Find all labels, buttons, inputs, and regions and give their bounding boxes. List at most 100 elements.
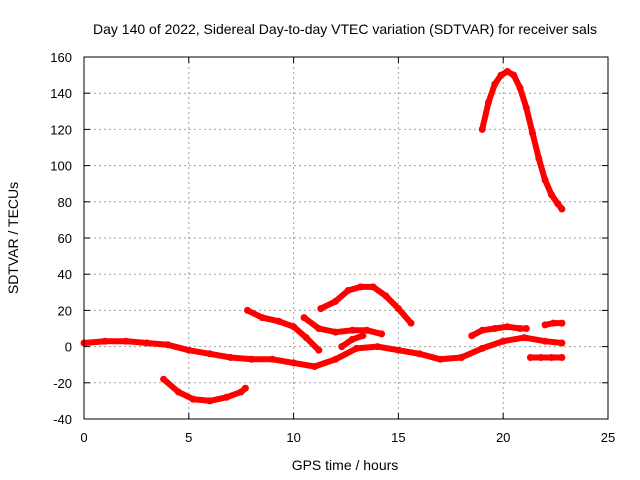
y-tick-label: 20 — [58, 303, 72, 318]
data-point — [529, 129, 536, 137]
data-series — [80, 68, 566, 405]
data-point — [407, 319, 415, 327]
data-point — [394, 305, 402, 313]
x-axis-label: GPS time / hours — [292, 457, 399, 473]
data-point — [227, 354, 235, 361]
y-axis-label: SDTVAR / TECUs — [5, 182, 21, 294]
data-point — [478, 326, 486, 334]
data-point — [522, 325, 530, 332]
data-point — [269, 355, 277, 363]
data-point — [244, 306, 251, 314]
data-point — [522, 104, 530, 112]
data-point — [315, 325, 323, 332]
data-point — [541, 176, 549, 184]
series-main — [81, 334, 565, 370]
y-tick-label: 60 — [58, 231, 72, 246]
y-axis-ticks: -40 -20 0 20 40 60 80 100 120 140 160 — [50, 50, 608, 427]
data-point — [516, 325, 524, 332]
data-point — [558, 354, 566, 361]
data-point — [348, 335, 356, 343]
data-point — [344, 287, 352, 294]
data-point — [189, 395, 197, 403]
data-point — [541, 337, 549, 345]
data-point — [503, 68, 511, 75]
data-point — [363, 326, 371, 334]
data-point — [290, 359, 298, 367]
x-tick-label: 5 — [185, 430, 192, 445]
y-tick-label: 160 — [50, 50, 72, 65]
data-point — [547, 191, 555, 199]
data-point — [558, 319, 566, 327]
data-point — [143, 339, 151, 347]
data-point — [369, 283, 377, 291]
series-peak — [479, 68, 565, 212]
data-point — [478, 125, 486, 133]
x-tick-label: 15 — [391, 430, 405, 445]
data-point — [332, 328, 339, 336]
data-point — [510, 71, 518, 79]
data-point — [258, 314, 266, 322]
data-point — [394, 346, 402, 354]
data-point — [206, 397, 214, 405]
data-point — [164, 341, 172, 349]
data-point — [357, 283, 365, 291]
y-tick-label: 0 — [65, 340, 72, 355]
y-tick-label: 100 — [50, 159, 72, 174]
data-point — [241, 384, 249, 392]
chart-title: Day 140 of 2022, Sidereal Day-to-day VTE… — [93, 21, 597, 37]
data-point — [185, 346, 193, 354]
data-point — [541, 321, 549, 329]
data-point — [457, 354, 465, 361]
data-point — [338, 343, 346, 351]
data-point — [535, 154, 543, 162]
data-point — [300, 314, 308, 322]
data-point — [353, 344, 360, 352]
x-axis-ticks: 0 5 10 15 20 25 — [80, 57, 615, 445]
y-tick-label: 80 — [58, 195, 72, 210]
data-point — [526, 354, 534, 361]
data-point — [415, 350, 423, 358]
data-point — [497, 71, 505, 79]
data-point — [478, 344, 486, 352]
x-tick-label: 25 — [601, 430, 615, 445]
data-point — [317, 305, 325, 313]
data-point — [382, 292, 390, 300]
data-point — [332, 355, 339, 363]
data-point — [174, 388, 182, 396]
data-point — [311, 363, 319, 370]
data-point — [520, 334, 528, 342]
data-point — [373, 343, 381, 351]
y-tick-label: 40 — [58, 267, 72, 282]
data-point — [537, 354, 545, 361]
x-tick-label: 0 — [80, 430, 87, 445]
data-point — [302, 334, 310, 342]
data-point — [491, 325, 499, 332]
data-point — [491, 80, 499, 88]
data-point — [122, 337, 130, 345]
series-desc1 — [244, 307, 322, 354]
data-point — [248, 355, 256, 363]
data-point — [275, 317, 283, 325]
data-point — [348, 326, 356, 334]
data-point — [485, 98, 492, 106]
y-tick-label: 120 — [50, 122, 72, 137]
y-tick-label: -20 — [53, 376, 72, 391]
data-point — [516, 84, 524, 92]
data-point — [315, 346, 323, 354]
data-point — [359, 332, 367, 340]
y-tick-label: -40 — [53, 412, 72, 427]
data-point — [547, 354, 555, 361]
data-point — [436, 355, 444, 363]
data-point — [550, 319, 557, 327]
data-point — [503, 323, 511, 331]
y-tick-label: 140 — [50, 86, 72, 101]
data-point — [223, 393, 230, 401]
data-point — [558, 339, 566, 347]
data-point — [558, 205, 566, 213]
data-point — [290, 323, 298, 331]
data-point — [499, 337, 507, 345]
x-tick-label: 20 — [496, 430, 510, 445]
x-tick-label: 10 — [286, 430, 300, 445]
